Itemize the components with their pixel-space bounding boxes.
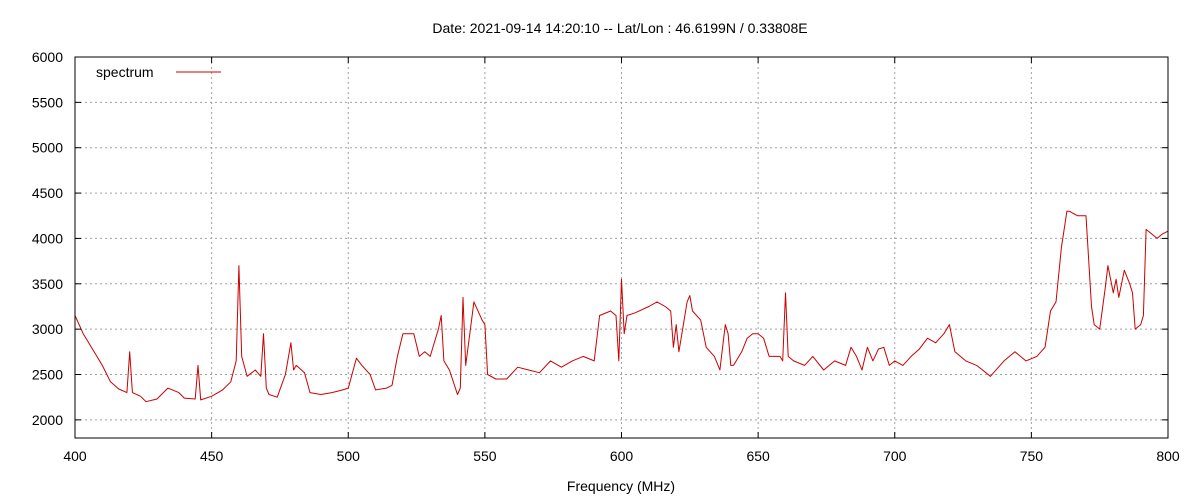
x-tick-label: 650: [746, 448, 770, 464]
x-tick-label: 500: [337, 448, 361, 464]
x-tick-label: 550: [473, 448, 497, 464]
y-tick-label: 5500: [32, 94, 63, 110]
y-tick-label: 4000: [32, 230, 63, 246]
grid: [75, 57, 1168, 438]
x-tick-label: 800: [1156, 448, 1180, 464]
y-tick-label: 3500: [32, 276, 63, 292]
y-tick-label: 5000: [32, 140, 63, 156]
x-tick-label: 450: [200, 448, 224, 464]
x-tick-label: 400: [63, 448, 87, 464]
y-tick-label: 3000: [32, 321, 63, 337]
series-line-spectrum: [74, 210, 1169, 403]
x-tick-label: 700: [883, 448, 907, 464]
y-tick-label: 6000: [32, 49, 63, 65]
series-layer: [74, 210, 1169, 403]
chart-title: Date: 2021-09-14 14:20:10 -- Lat/Lon : 4…: [432, 20, 807, 36]
x-axis-label: Frequency (MHz): [567, 478, 675, 494]
x-tick-label: 600: [610, 448, 634, 464]
legend: spectrum: [96, 64, 221, 80]
y-tick-label: 4500: [32, 185, 63, 201]
axis-ticks: 400 450 500 550 600 650 700 750 800 2000 2500 3000 3…: [32, 49, 1180, 464]
y-tick-label: 2500: [32, 367, 63, 383]
legend-label-spectrum: spectrum: [96, 64, 154, 80]
y-tick-label: 2000: [32, 412, 63, 428]
x-tick-label: 750: [1020, 448, 1044, 464]
